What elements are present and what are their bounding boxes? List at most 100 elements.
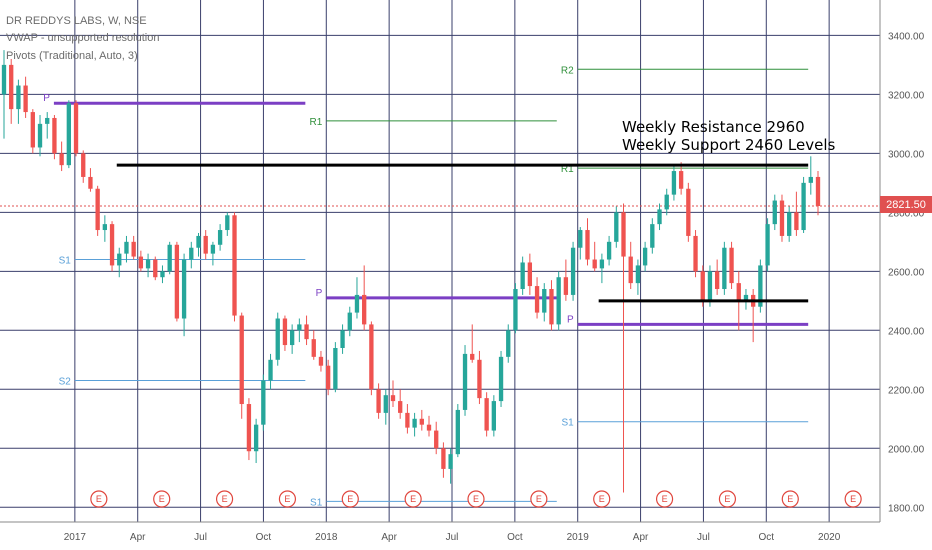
candle-body xyxy=(145,259,151,269)
candle-body xyxy=(138,256,144,269)
x-tick-label: 2017 xyxy=(64,532,87,543)
candle-body xyxy=(743,294,749,301)
candle-body xyxy=(246,404,252,452)
earnings-marker: E xyxy=(215,490,234,508)
earnings-label: E xyxy=(536,494,542,504)
x-tick-label: Oct xyxy=(759,532,775,543)
y-tick-label: 3000.00 xyxy=(888,149,925,160)
candle-body xyxy=(37,123,43,148)
candle-body xyxy=(189,247,194,260)
earnings-marker: E xyxy=(593,490,611,508)
annotation-text[interactable]: Weekly Resistance 2960 Weekly Support 24… xyxy=(622,118,836,154)
legend-vwap: VWAP - unsupported resolution xyxy=(6,32,159,44)
earnings-marker: E xyxy=(341,490,359,508)
candle-body xyxy=(117,253,122,266)
pivot-level-label: S1 xyxy=(59,256,72,267)
earnings-marker: E xyxy=(90,490,108,508)
earnings-circle xyxy=(655,490,674,508)
candle-body xyxy=(599,259,605,269)
earnings-circle xyxy=(781,490,799,508)
candle-body xyxy=(772,200,777,225)
price-tag-bg xyxy=(880,196,932,213)
x-tick-label: Jul xyxy=(697,532,710,543)
candle-body xyxy=(441,448,446,469)
pivot-level-label: P xyxy=(43,93,50,104)
candle-body xyxy=(808,176,813,183)
earnings-marker: E xyxy=(655,490,674,508)
candle-body xyxy=(354,294,360,313)
pivot-level-label: R2 xyxy=(561,65,574,76)
x-tick-label: Jul xyxy=(194,532,207,543)
earnings-label: E xyxy=(724,494,730,504)
y-tick-label: 2400.00 xyxy=(888,326,925,337)
candle-body xyxy=(477,359,482,399)
candle-body xyxy=(736,283,741,301)
candle-body xyxy=(801,182,806,231)
candle-body xyxy=(484,398,489,431)
candle-body xyxy=(347,312,352,331)
chart-grid xyxy=(0,0,880,522)
legend-pivots: Pivots (Traditional, Auto, 3) xyxy=(6,50,138,62)
candle-body xyxy=(758,265,763,307)
candle-body xyxy=(635,265,641,284)
candle-body xyxy=(362,294,367,325)
candle-body xyxy=(196,235,201,248)
candle-body xyxy=(563,277,569,295)
candle-body xyxy=(534,286,540,313)
drawn-horizontal-lines[interactable] xyxy=(116,163,809,303)
annotation-support: Weekly Support 2460 Levels xyxy=(622,136,836,154)
candle-body xyxy=(153,259,158,278)
candle-body xyxy=(167,244,172,272)
candle-body xyxy=(570,247,576,295)
earnings-circle xyxy=(215,490,234,508)
x-tick-label: 2019 xyxy=(567,532,590,543)
candle-body xyxy=(657,209,662,225)
earnings-marker: E xyxy=(781,490,799,508)
candle-body xyxy=(419,418,424,425)
pivot-level-label: S2 xyxy=(59,376,72,387)
earnings-marker: E xyxy=(530,490,548,508)
candle-body xyxy=(318,356,324,366)
earnings-marker: E xyxy=(404,490,422,508)
candle-body xyxy=(614,212,619,242)
earnings-label: E xyxy=(850,494,856,504)
pivot-level-label: R1 xyxy=(561,164,574,175)
candle-body xyxy=(45,117,50,124)
candle-body xyxy=(578,230,583,248)
x-tick-label: 2018 xyxy=(315,532,338,543)
earnings-marker: E xyxy=(278,490,297,508)
candle-body xyxy=(174,244,180,319)
earnings-label: E xyxy=(284,494,290,504)
pivot-level-label: P xyxy=(567,314,574,325)
candle-body xyxy=(88,176,93,189)
earnings-circle xyxy=(341,490,359,508)
candle-body xyxy=(23,85,28,113)
candle-body xyxy=(102,224,108,231)
earnings-marker: E xyxy=(718,490,737,508)
y-tick-label: 2000.00 xyxy=(888,444,925,455)
candle-body xyxy=(66,103,71,166)
earnings-circle xyxy=(90,490,108,508)
earnings-label: E xyxy=(222,494,228,504)
candle-body xyxy=(794,212,799,231)
candle-body xyxy=(779,200,785,236)
candle-body xyxy=(232,215,237,316)
candle-body xyxy=(383,395,388,413)
earnings-label: E xyxy=(662,494,668,504)
candle-body xyxy=(282,318,288,346)
candle-body xyxy=(275,318,280,360)
earnings-marker: E xyxy=(467,490,485,508)
x-tick-label: Oct xyxy=(256,532,272,543)
earnings-label: E xyxy=(96,494,102,504)
candle-body xyxy=(455,409,460,455)
candle-body xyxy=(239,315,244,405)
candle-body xyxy=(16,85,21,110)
candle-body xyxy=(787,212,792,236)
candle-body xyxy=(556,277,561,325)
candle-body xyxy=(81,153,86,177)
candle-body xyxy=(671,171,677,195)
candle-body xyxy=(527,262,533,287)
candle-body xyxy=(707,271,713,301)
y-tick-label: 2800.00 xyxy=(888,208,925,219)
